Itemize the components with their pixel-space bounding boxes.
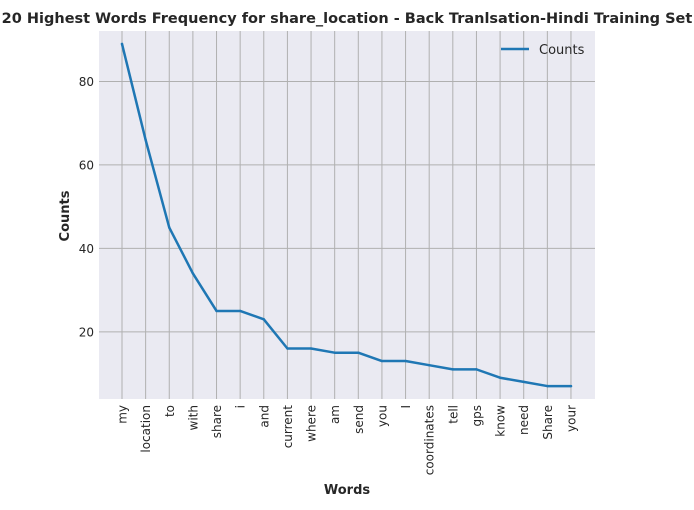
data-point bbox=[168, 226, 171, 229]
y-tick-label: 40 bbox=[79, 242, 94, 256]
data-point bbox=[380, 359, 384, 363]
x-tick-label: Share bbox=[541, 405, 555, 440]
x-tick-label: know bbox=[494, 405, 508, 437]
x-tick-label: send bbox=[352, 405, 366, 434]
x-tick-label: my bbox=[116, 405, 130, 424]
x-tick-label: where bbox=[305, 405, 319, 442]
x-tick-label: am bbox=[328, 405, 342, 424]
x-tick-label: to bbox=[163, 405, 177, 417]
x-tick-label: need bbox=[517, 405, 531, 435]
data-point bbox=[262, 318, 265, 321]
data-point bbox=[191, 272, 195, 275]
plot-area bbox=[99, 31, 595, 399]
x-tick-label: coordinates bbox=[423, 405, 437, 475]
x-tick-label: tell bbox=[446, 405, 460, 424]
legend: Counts bbox=[501, 43, 585, 58]
legend-label: Counts bbox=[539, 43, 585, 58]
data-point bbox=[286, 347, 289, 350]
data-point bbox=[427, 364, 431, 367]
data-point bbox=[475, 368, 478, 371]
x-tick-label: current bbox=[281, 405, 295, 449]
x-tick-label: location bbox=[139, 405, 153, 453]
x-tick-label: gps bbox=[470, 405, 484, 427]
series-line-counts bbox=[120, 42, 573, 388]
x-tick-label: I bbox=[399, 405, 413, 409]
x-tick-label: i bbox=[234, 405, 248, 408]
chart-title: 20 Highest Words Frequency for share_loc… bbox=[2, 11, 693, 27]
data-point bbox=[215, 309, 218, 313]
data-point bbox=[238, 309, 242, 313]
data-point bbox=[404, 359, 407, 363]
data-point bbox=[522, 380, 525, 384]
data-point bbox=[498, 376, 502, 379]
x-tick-label: with bbox=[186, 405, 200, 430]
y-tick-label: 60 bbox=[79, 158, 94, 172]
y-tick-label: 80 bbox=[79, 75, 94, 89]
data-point bbox=[333, 351, 336, 354]
y-axis-label: Counts bbox=[58, 190, 73, 241]
y-tick-labels: 20 40 60 80 bbox=[79, 75, 94, 339]
data-point bbox=[357, 351, 360, 354]
x-tick-label: you bbox=[375, 405, 389, 427]
data-point bbox=[546, 384, 549, 388]
data-points bbox=[120, 42, 573, 388]
data-point bbox=[569, 384, 573, 388]
data-point bbox=[144, 138, 147, 142]
data-point bbox=[451, 368, 455, 371]
data-point bbox=[309, 347, 313, 350]
x-tick-label: your bbox=[564, 405, 578, 432]
x-tick-label: share bbox=[210, 405, 224, 438]
x-tick-label: and bbox=[257, 405, 271, 428]
x-axis-label: Words bbox=[324, 483, 371, 498]
x-tick-labels: my location to with share i and current where am s… bbox=[116, 405, 579, 476]
y-tick-label: 20 bbox=[79, 325, 94, 339]
data-point bbox=[120, 42, 124, 46]
grid bbox=[99, 31, 595, 399]
series-layer bbox=[120, 42, 573, 388]
